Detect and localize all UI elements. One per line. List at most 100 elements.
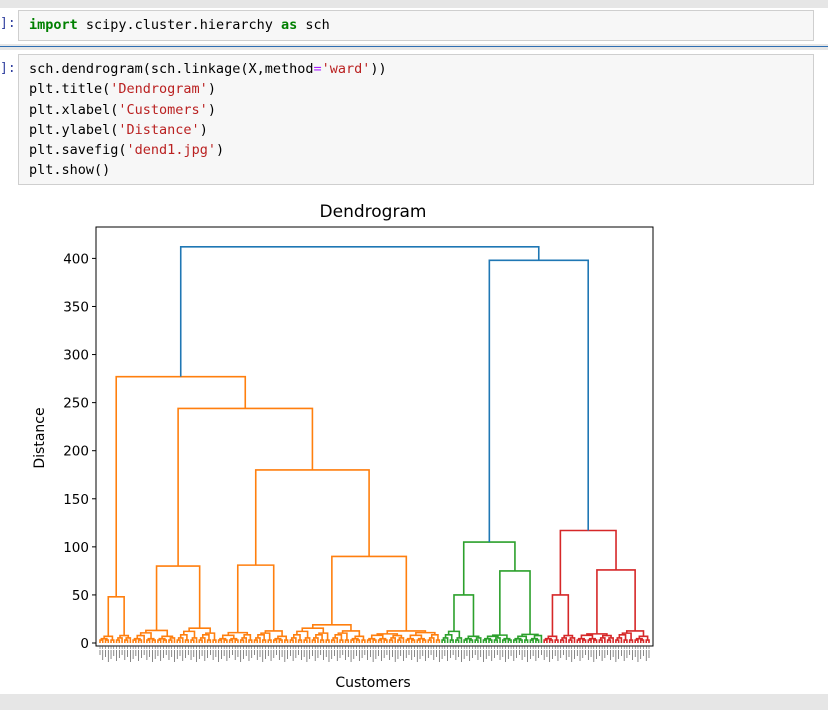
dendrogram-link bbox=[261, 639, 267, 643]
dendrogram-link bbox=[593, 639, 598, 643]
dendrogram-link bbox=[260, 632, 271, 641]
dendrogram-link bbox=[277, 635, 288, 641]
dendrogram-link bbox=[372, 639, 377, 643]
code-cell-import[interactable]: import scipy.cluster.hierarchy as sch bbox=[18, 10, 814, 41]
dendrogram-link bbox=[132, 639, 137, 643]
dendrogram-link bbox=[139, 632, 152, 639]
y-tick-label: 400 bbox=[63, 251, 89, 267]
dendrogram-link bbox=[248, 639, 253, 643]
dendrogram-link bbox=[304, 637, 311, 643]
dendrogram-link bbox=[319, 639, 325, 643]
dendrogram-link bbox=[535, 639, 540, 643]
dendrogram-link bbox=[441, 639, 446, 643]
dendrogram-link bbox=[162, 639, 168, 643]
dendrogram-link bbox=[179, 246, 540, 377]
dendrogram-link bbox=[428, 637, 435, 643]
y-tick-label: 300 bbox=[63, 348, 89, 364]
y-tick-label: 100 bbox=[63, 540, 89, 556]
dendrogram-link bbox=[621, 632, 632, 641]
dendrogram-link bbox=[339, 639, 344, 643]
code-token: scipy.cluster.hierarchy bbox=[77, 17, 281, 33]
dendrogram-link bbox=[601, 634, 612, 638]
dendrogram-link bbox=[301, 627, 325, 634]
code-token: ) bbox=[215, 142, 225, 159]
dendrogram-link bbox=[161, 635, 174, 639]
code-token: ) bbox=[207, 101, 216, 118]
y-axis-label: Distance bbox=[32, 407, 48, 468]
dendrogram-link bbox=[388, 639, 394, 643]
dendrogram-link bbox=[303, 639, 308, 643]
code-cell-dendrogram[interactable]: sch.dendrogram(sch.linkage(X,method='war… bbox=[18, 54, 814, 185]
dendrogram-link bbox=[416, 639, 421, 643]
dendrogram-link bbox=[517, 635, 528, 641]
code-token: as bbox=[280, 17, 298, 33]
dendrogram-link bbox=[569, 637, 576, 643]
dendrogram-link bbox=[146, 639, 151, 643]
dendrogram-link bbox=[332, 637, 339, 643]
dendrogram-link bbox=[587, 639, 592, 643]
dendrogram-link bbox=[561, 637, 568, 643]
dendrogram-link bbox=[297, 639, 303, 643]
y-tick-label: 250 bbox=[63, 396, 89, 412]
dendrogram-link bbox=[311, 639, 316, 643]
dendrogram-link bbox=[221, 634, 235, 639]
dendrogram-link bbox=[223, 639, 228, 643]
dendrogram-link bbox=[290, 637, 297, 643]
cell-divider bbox=[0, 46, 828, 47]
code-token: ) bbox=[199, 121, 208, 138]
dendrogram-link bbox=[618, 633, 627, 641]
dendrogram-link bbox=[563, 634, 574, 638]
dendrogram-link bbox=[377, 639, 383, 643]
dendrogram-link bbox=[581, 639, 587, 643]
dendrogram-link bbox=[179, 633, 188, 641]
dendrogram-link bbox=[151, 639, 156, 643]
dendrogram-link bbox=[576, 639, 581, 643]
dendrogram-link bbox=[182, 630, 196, 638]
code-line: plt.savefig('dend1.jpg') bbox=[29, 140, 803, 160]
dendrogram-link bbox=[198, 639, 203, 643]
dendrogram-link bbox=[289, 639, 294, 643]
dendrogram-link bbox=[529, 639, 534, 643]
code-token: ) bbox=[207, 81, 216, 98]
dendrogram-link bbox=[474, 639, 479, 643]
dendrogram-link bbox=[482, 639, 488, 643]
code-token: plt.title( bbox=[29, 81, 111, 98]
dendrogram-link bbox=[206, 639, 212, 643]
dendrogram-link bbox=[623, 639, 628, 643]
code-token: plt.show() bbox=[29, 162, 111, 179]
dendrogram-link bbox=[499, 570, 531, 636]
dendrogram-link bbox=[427, 639, 432, 643]
dendrogram-link bbox=[110, 639, 115, 643]
dendrogram-chart: 0 50 100 150 200 250 300 350 400 Dendrogram Cust… bbox=[32, 202, 654, 691]
dendrogram-link bbox=[456, 637, 463, 643]
dendrogram-link bbox=[293, 633, 301, 641]
dendrogram-link bbox=[639, 639, 645, 643]
code-token: 'Dendrogram' bbox=[110, 81, 208, 98]
dendrogram-link bbox=[518, 639, 523, 643]
dendrogram-link bbox=[99, 639, 104, 643]
dendrogram-link bbox=[107, 596, 125, 637]
dendrogram-link bbox=[253, 639, 259, 643]
dendrogram-link bbox=[273, 639, 278, 643]
dendrogram-link bbox=[634, 639, 639, 643]
output-area: 0 50 100 150 200 250 300 350 400 Dendrogram Cust… bbox=[16, 188, 813, 694]
dendrogram-link bbox=[334, 633, 343, 641]
dendrogram-link bbox=[405, 639, 410, 643]
dendrogram-link bbox=[278, 639, 283, 643]
dendrogram-link bbox=[415, 631, 436, 636]
dendrogram-link bbox=[177, 637, 184, 643]
dendrogram-link bbox=[398, 637, 405, 643]
dendrogram-link bbox=[608, 637, 614, 643]
dendrogram-link bbox=[337, 632, 348, 641]
dendrogram-link bbox=[119, 634, 130, 638]
dendrogram-link bbox=[455, 639, 460, 643]
dendrogram-link bbox=[361, 639, 366, 643]
code-line: plt.title('Dendrogram') bbox=[29, 79, 803, 99]
dendrogram-link bbox=[628, 639, 634, 643]
dendrogram-link bbox=[513, 639, 518, 643]
dendrogram-link bbox=[390, 637, 396, 643]
y-tick-label: 350 bbox=[63, 299, 89, 315]
dendrogram-link bbox=[157, 639, 162, 643]
dendrogram-link bbox=[155, 565, 201, 631]
dendrogram-link bbox=[184, 639, 190, 643]
